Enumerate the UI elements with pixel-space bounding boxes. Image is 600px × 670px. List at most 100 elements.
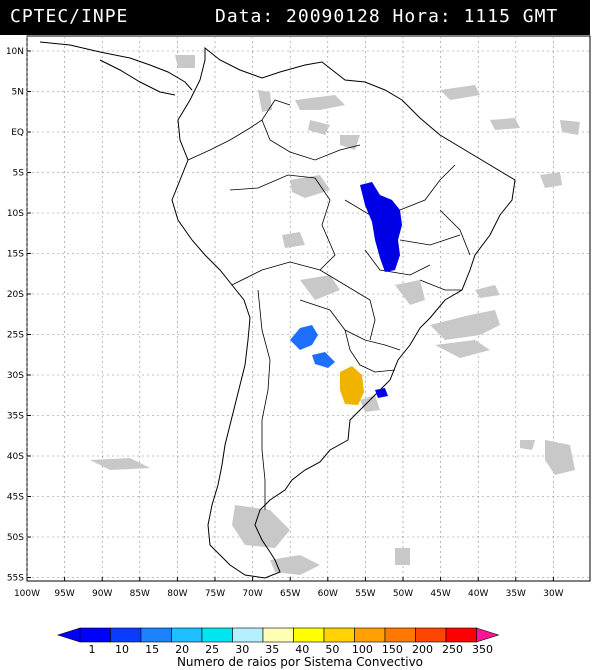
lon-label: 30W — [543, 589, 563, 599]
colorbar-tick-label: 15 — [145, 643, 159, 655]
cell-blue — [290, 325, 318, 350]
colorbar-swatch — [201, 627, 233, 643]
lat-label: 15S — [7, 250, 24, 260]
lon-label: 60W — [318, 589, 338, 599]
cloud-cover — [90, 55, 580, 575]
cloud-patch — [395, 280, 425, 305]
lon-label: 55W — [355, 589, 375, 599]
lon-label: 75W — [205, 589, 225, 599]
lat-label: 20S — [7, 290, 24, 300]
lon-label: 70W — [242, 589, 262, 599]
cloud-patch — [360, 395, 380, 412]
colorbar-tick-label: 25 — [205, 643, 219, 655]
colorbar-swatch — [232, 627, 264, 643]
cell-orange — [340, 366, 364, 405]
colorbar-tick-label: 50 — [325, 643, 339, 655]
longitude-labels: 100W 95W 90W 85W 80W 75W 70W 65W 60W 55W 50W 45W 40W… — [14, 589, 564, 599]
cloud-patch — [290, 175, 330, 198]
map-frame — [26, 35, 591, 582]
cloud-patch — [395, 548, 410, 565]
cloud-patch — [560, 120, 580, 135]
source-label: CPTEC/INPE — [10, 6, 129, 27]
lat-label: 10N — [6, 47, 24, 57]
lon-label: 85W — [130, 589, 150, 599]
colorbar-left-arrow — [57, 627, 81, 643]
cloud-patch — [540, 172, 562, 188]
latitude-labels: 10N 5N EQ 5S 10S 15S 20S 25S 30S 35S 40S 45S 50S 55S — [6, 47, 24, 584]
lat-label: 25S — [7, 331, 24, 341]
cloud-patch — [490, 118, 520, 130]
country-borders — [187, 99, 471, 510]
colorbar-tick-label: 35 — [265, 643, 279, 655]
colorbar-tick-label: 40 — [295, 643, 309, 655]
cloud-patch — [270, 555, 320, 575]
colorbar-swatch — [110, 627, 142, 643]
cloud-patch — [175, 55, 195, 68]
colorbar-swatch — [354, 627, 386, 643]
colorbar-tick-label: 30 — [235, 643, 249, 655]
colorbar-tick-labels: 1 10 15 20 25 30 35 40 50 100 150 200 250 350 — [89, 643, 494, 655]
central-america-coastline — [39, 41, 193, 96]
lat-label: 5S — [13, 169, 25, 179]
lat-lon-grid — [26, 36, 590, 581]
lon-label: 50W — [393, 589, 413, 599]
cloud-patch — [258, 90, 272, 112]
colorbar-tick-label: 20 — [175, 643, 189, 655]
lat-label: 5N — [12, 88, 24, 98]
colorbar-swatch — [293, 627, 325, 643]
colorbar-swatch — [445, 627, 477, 643]
cloud-patch — [282, 232, 305, 248]
colorbar-swatches — [57, 627, 500, 643]
lon-label: 35W — [506, 589, 526, 599]
lon-label: 90W — [92, 589, 112, 599]
colorbar-swatch — [323, 627, 355, 643]
colorbar-swatch — [262, 627, 294, 643]
cloud-patch — [295, 95, 345, 110]
lon-label: 95W — [54, 589, 74, 599]
lightning-map: 10N5NEQ5S10S15S20S25S30S35S40S45S50S55S … — [6, 35, 591, 599]
lon-label: 80W — [167, 589, 187, 599]
colorbar-tick-label: 350 — [472, 643, 493, 655]
colorbar-swatch — [415, 627, 447, 643]
cloud-patch — [435, 340, 490, 358]
colorbar-tick-label: 1 — [89, 643, 96, 655]
datetime-label: Data: 20090128 Hora: 1115 GMT — [215, 6, 559, 27]
cloud-patch — [308, 120, 330, 135]
lat-label: 55S — [7, 574, 24, 584]
colorbar-tick-label: 150 — [382, 643, 403, 655]
cloud-patch — [545, 440, 575, 475]
cloud-patch — [90, 458, 150, 470]
map-header: CPTEC/INPE Data: 20090128 Hora: 1115 GMT — [0, 0, 590, 35]
cloud-patch — [430, 310, 500, 340]
colorbar-right-arrow — [476, 627, 500, 643]
colorbar-tick-label: 100 — [352, 643, 373, 655]
lat-label: 45S — [7, 493, 24, 503]
lon-label: 65W — [280, 589, 300, 599]
lat-label: 50S — [7, 533, 24, 543]
lat-label: 30S — [7, 371, 24, 381]
cell-dark-blue — [360, 182, 402, 272]
lat-label: 40S — [7, 452, 24, 462]
cloud-patch — [520, 440, 535, 450]
south-america-coastline — [171, 46, 516, 579]
colorbar-swatch — [384, 627, 416, 643]
colorbar: 1 10 15 20 25 30 35 40 50 100 150 200 250 350 — [57, 627, 500, 655]
cloud-patch — [232, 505, 290, 548]
cloud-patch — [300, 275, 340, 300]
lat-label: 35S — [7, 412, 24, 422]
colorbar-swatch — [171, 627, 203, 643]
colorbar-swatch — [140, 627, 172, 643]
colorbar-swatch — [79, 627, 111, 643]
colorbar-tick-label: 250 — [442, 643, 463, 655]
lon-label: 45W — [430, 589, 450, 599]
lat-label: EQ — [11, 128, 24, 138]
lon-label: 100W — [14, 589, 40, 599]
colorbar-title: Numero de raios por Sistema Convectivo — [176, 655, 424, 669]
cloud-patch — [475, 285, 500, 298]
colorbar-tick-label: 200 — [412, 643, 433, 655]
cell-blue — [312, 352, 335, 368]
lat-label: 10S — [7, 209, 24, 219]
convective-cells — [290, 182, 402, 405]
cell-dark-blue — [375, 388, 388, 398]
lon-label: 40W — [468, 589, 488, 599]
